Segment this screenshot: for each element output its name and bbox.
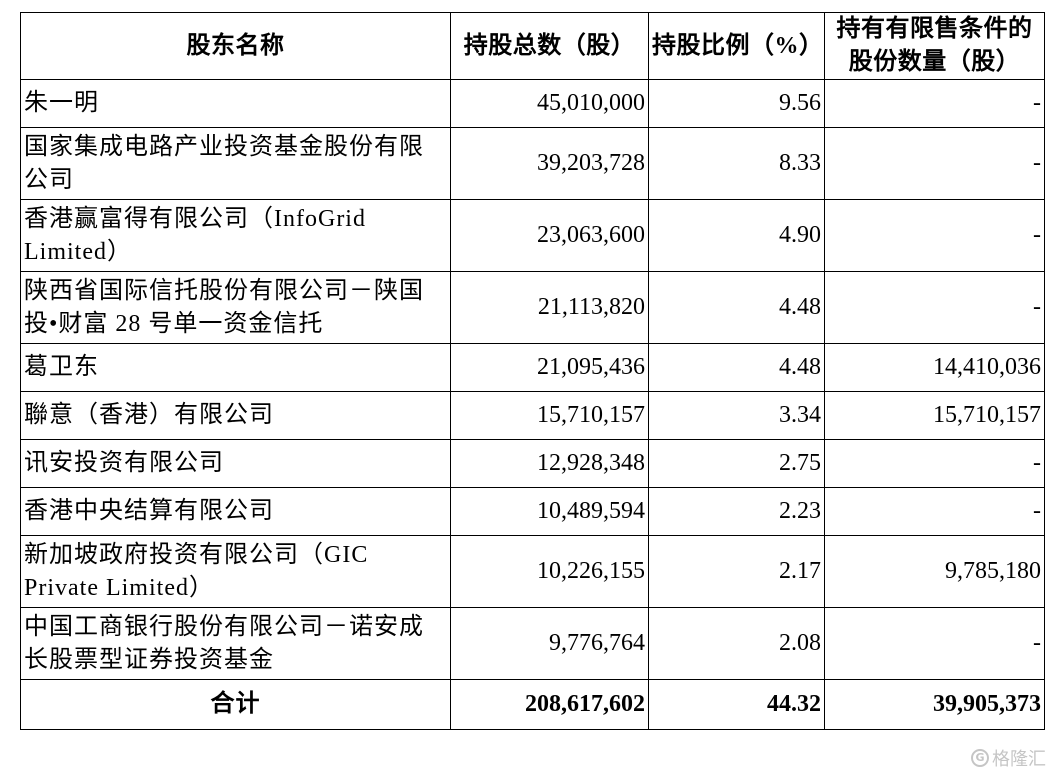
shareholder-table: 股东名称 持股总数（股） 持股比例（%） 持有有限售条件的股份数量（股） 朱一明… bbox=[20, 12, 1045, 730]
table-row: 国家集成电路产业投资基金股份有限公司 39,203,728 8.33 - bbox=[20, 127, 1045, 200]
cell-name: 讯安投资有限公司 bbox=[20, 439, 451, 488]
header-ratio: 持股比例（%） bbox=[648, 12, 825, 80]
cell-total: 10,226,155 bbox=[450, 535, 649, 608]
table-row: 讯安投资有限公司 12,928,348 2.75 - bbox=[20, 439, 1045, 488]
cell-ratio: 4.90 bbox=[648, 199, 825, 272]
cell-restricted: 15,710,157 bbox=[824, 391, 1045, 440]
cell-ratio: 9.56 bbox=[648, 79, 825, 128]
table-header-row: 股东名称 持股总数（股） 持股比例（%） 持有有限售条件的股份数量（股） bbox=[20, 12, 1045, 80]
cell-ratio: 2.75 bbox=[648, 439, 825, 488]
cell-ratio: 8.33 bbox=[648, 127, 825, 200]
cell-name: 国家集成电路产业投资基金股份有限公司 bbox=[20, 127, 451, 200]
cell-name: 聯意（香港）有限公司 bbox=[20, 391, 451, 440]
cell-restricted: - bbox=[824, 199, 1045, 272]
total-restricted: 39,905,373 bbox=[824, 679, 1045, 730]
cell-restricted: - bbox=[824, 487, 1045, 536]
cell-restricted: 14,410,036 bbox=[824, 343, 1045, 392]
table-row: 中国工商银行股份有限公司－诺安成长股票型证券投资基金 9,776,764 2.0… bbox=[20, 607, 1045, 680]
cell-total: 21,095,436 bbox=[450, 343, 649, 392]
cell-restricted: - bbox=[824, 127, 1045, 200]
table-row: 朱一明 45,010,000 9.56 - bbox=[20, 79, 1045, 128]
cell-total: 12,928,348 bbox=[450, 439, 649, 488]
cell-restricted: - bbox=[824, 439, 1045, 488]
cell-ratio: 3.34 bbox=[648, 391, 825, 440]
cell-ratio: 4.48 bbox=[648, 343, 825, 392]
cell-total: 9,776,764 bbox=[450, 607, 649, 680]
table-row: 葛卫东 21,095,436 4.48 14,410,036 bbox=[20, 343, 1045, 392]
cell-name: 香港赢富得有限公司（InfoGrid Limited） bbox=[20, 199, 451, 272]
cell-name: 葛卫东 bbox=[20, 343, 451, 392]
total-ratio: 44.32 bbox=[648, 679, 825, 730]
cell-restricted: - bbox=[824, 607, 1045, 680]
header-name: 股东名称 bbox=[20, 12, 451, 80]
cell-restricted: - bbox=[824, 79, 1045, 128]
table-row: 陕西省国际信托股份有限公司－陕国投•财富 28 号单一资金信托 21,113,8… bbox=[20, 271, 1045, 344]
table-row: 聯意（香港）有限公司 15,710,157 3.34 15,710,157 bbox=[20, 391, 1045, 440]
cell-total: 10,489,594 bbox=[450, 487, 649, 536]
cell-restricted: - bbox=[824, 271, 1045, 344]
cell-name: 香港中央结算有限公司 bbox=[20, 487, 451, 536]
cell-ratio: 2.17 bbox=[648, 535, 825, 608]
cell-total: 15,710,157 bbox=[450, 391, 649, 440]
table-row: 香港赢富得有限公司（InfoGrid Limited） 23,063,600 4… bbox=[20, 199, 1045, 272]
cell-name: 新加坡政府投资有限公司（GIC Private Limited） bbox=[20, 535, 451, 608]
header-restricted-shares: 持有有限售条件的股份数量（股） bbox=[824, 12, 1045, 80]
table-total-row: 合计 208,617,602 44.32 39,905,373 bbox=[20, 679, 1045, 730]
cell-name: 陕西省国际信托股份有限公司－陕国投•财富 28 号单一资金信托 bbox=[20, 271, 451, 344]
cell-name: 中国工商银行股份有限公司－诺安成长股票型证券投资基金 bbox=[20, 607, 451, 680]
cell-total: 23,063,600 bbox=[450, 199, 649, 272]
total-shares: 208,617,602 bbox=[450, 679, 649, 730]
cell-total: 21,113,820 bbox=[450, 271, 649, 344]
cell-restricted: 9,785,180 bbox=[824, 535, 1045, 608]
table-row: 新加坡政府投资有限公司（GIC Private Limited） 10,226,… bbox=[20, 535, 1045, 608]
watermark: G 格隆汇 bbox=[971, 745, 1046, 771]
watermark-logo-icon: G bbox=[971, 749, 989, 767]
watermark-text: 格隆汇 bbox=[992, 749, 1046, 770]
cell-total: 45,010,000 bbox=[450, 79, 649, 128]
total-label: 合计 bbox=[20, 679, 451, 730]
header-total-shares: 持股总数（股） bbox=[450, 12, 649, 80]
cell-total: 39,203,728 bbox=[450, 127, 649, 200]
cell-name: 朱一明 bbox=[20, 79, 451, 128]
cell-ratio: 4.48 bbox=[648, 271, 825, 344]
cell-ratio: 2.23 bbox=[648, 487, 825, 536]
cell-ratio: 2.08 bbox=[648, 607, 825, 680]
table-row: 香港中央结算有限公司 10,489,594 2.23 - bbox=[20, 487, 1045, 536]
